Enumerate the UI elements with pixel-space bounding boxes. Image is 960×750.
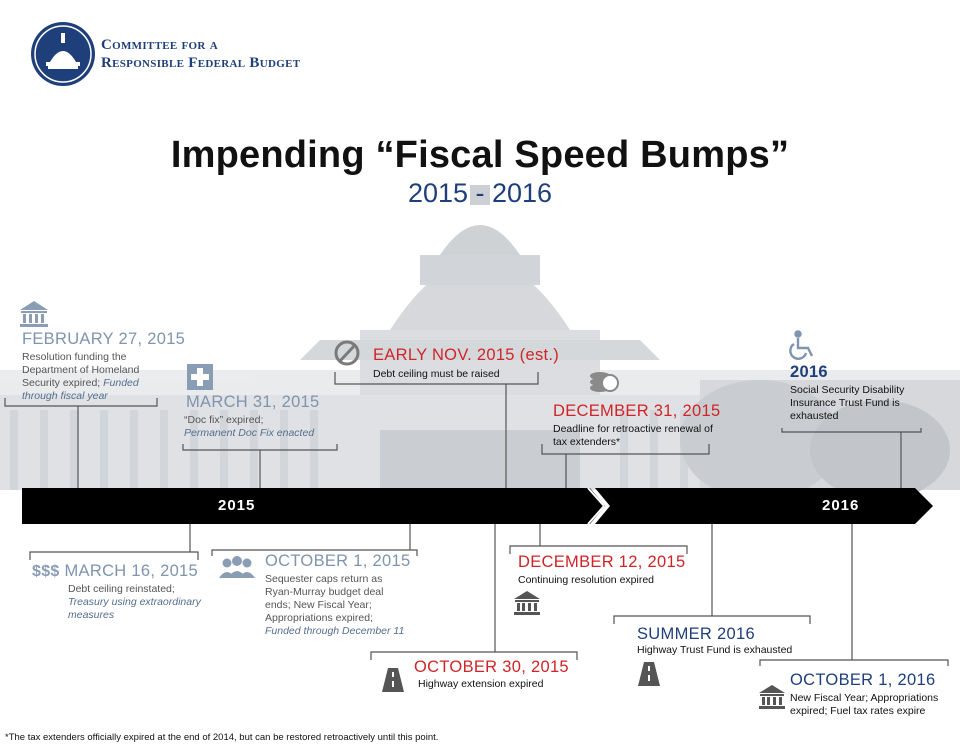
medical-cross-icon <box>187 364 213 390</box>
event-note: Treasury using extraordinary measures <box>68 596 201 621</box>
event-oct-1-2015: OCTOBER 1, 2015 Sequester caps return as… <box>265 552 425 638</box>
footnote: *The tax extenders officially expired at… <box>5 732 439 743</box>
event-desc: Highway Trust Fund is exhausted <box>637 644 793 656</box>
capitol-background <box>0 185 960 500</box>
event-feb-27-2015: FEBRUARY 27, 2015 Resolution funding the… <box>22 330 186 403</box>
event-date: EARLY NOV. 2015 (est.) <box>373 346 560 364</box>
event-desc-text: “Doc fix” expired; <box>184 414 264 426</box>
event-date: MARCH 31, 2015 <box>186 393 320 411</box>
upper-connectors <box>4 372 922 488</box>
timeline-bar <box>22 487 933 525</box>
bank-icon-3 <box>759 685 785 709</box>
event-dec-12-2015: DECEMBER 12, 2015 Continuing resolution … <box>518 553 698 587</box>
event-dec-31-2015: DECEMBER 31, 2015 Deadline for retroacti… <box>553 402 721 449</box>
year-label-2016: 2016 <box>822 497 860 514</box>
event-desc: “Doc fix” expired; Permanent Doc Fix enac… <box>184 414 344 440</box>
wheelchair-icon <box>789 330 814 360</box>
event-desc: Deadline for retroactive renewal of tax … <box>553 423 713 448</box>
event-desc: Resolution funding the Department of Hom… <box>22 351 172 403</box>
event-date: 2016 <box>790 363 828 381</box>
event-date: OCTOBER 1, 2016 <box>790 671 936 689</box>
page-subtitle: 2015 - 2016 <box>407 178 553 208</box>
highway-icon-2 <box>638 662 660 686</box>
event-note: Permanent Doc Fix enacted <box>184 427 315 439</box>
event-summer-2016: SUMMER 2016 Highway Trust Fund is exhaus… <box>637 625 817 657</box>
event-desc: New Fiscal Year; Appropriations expired;… <box>790 692 939 717</box>
page-title: Impending “Fiscal Speed Bumps” <box>170 134 790 176</box>
event-date: FEBRUARY 27, 2015 <box>22 330 186 348</box>
highway-icon <box>382 668 404 692</box>
event-desc-text: Sequester caps return as Ryan-Murray bud… <box>265 573 384 624</box>
event-desc: Sequester caps return as Ryan-Murray bud… <box>265 573 405 638</box>
event-desc: Debt ceiling reinstated; Treasury using e… <box>68 583 218 622</box>
event-2016: 2016 Social Security Disability Insuranc… <box>790 363 930 423</box>
year-label-2015: 2015 <box>218 497 256 514</box>
event-desc: Continuing resolution expired <box>518 574 655 586</box>
event-note: Funded through December 11 <box>265 625 405 637</box>
event-date: OCTOBER 30, 2015 <box>414 658 569 676</box>
coins-icon <box>590 372 619 392</box>
dollar-signs-icon: $$$ <box>32 563 60 580</box>
prohibited-icon <box>334 340 360 366</box>
event-date-row: $$$ MARCH 16, 2015 <box>32 562 222 581</box>
bank-icon <box>20 301 48 327</box>
org-line1: Committee for a <box>101 37 218 53</box>
capitol-seal-icon <box>31 22 95 86</box>
event-date: DECEMBER 12, 2015 <box>518 553 686 571</box>
event-oct-1-2016: OCTOBER 1, 2016 New Fiscal Year; Appropr… <box>790 671 955 718</box>
event-date: SUMMER 2016 <box>637 625 755 643</box>
people-icon <box>219 556 255 578</box>
event-date: MARCH 16, 2015 <box>64 562 199 580</box>
event-desc-text: Debt ceiling reinstated; <box>68 583 175 595</box>
lower-connectors <box>29 524 949 666</box>
event-oct-30-2015: OCTOBER 30, 2015 Highway extension expir… <box>414 658 584 691</box>
event-mar-31-2015: MARCH 31, 2015 “Doc fix” expired; Permane… <box>184 393 344 440</box>
event-desc: Debt ceiling must be raised <box>373 368 500 380</box>
event-early-nov-2015: EARLY NOV. 2015 (est.) Debt ceiling must… <box>373 346 573 381</box>
org-line2: Responsible Federal Budget <box>101 55 301 71</box>
event-desc-text: Resolution funding the Department of Hom… <box>22 351 140 389</box>
event-date: DECEMBER 31, 2015 <box>553 402 721 420</box>
event-desc: Highway extension expired <box>418 678 544 690</box>
event-mar-16-2015: $$$ MARCH 16, 2015 Debt ceiling reinstat… <box>32 562 222 622</box>
org-logo-text: Committee for a Responsible Federal Budg… <box>101 36 300 72</box>
event-date: OCTOBER 1, 2015 <box>265 552 411 570</box>
bank-icon-2 <box>514 591 540 615</box>
event-desc: Social Security Disability Insurance Tru… <box>790 384 905 422</box>
event-note: Funded through fiscal year <box>22 377 139 402</box>
